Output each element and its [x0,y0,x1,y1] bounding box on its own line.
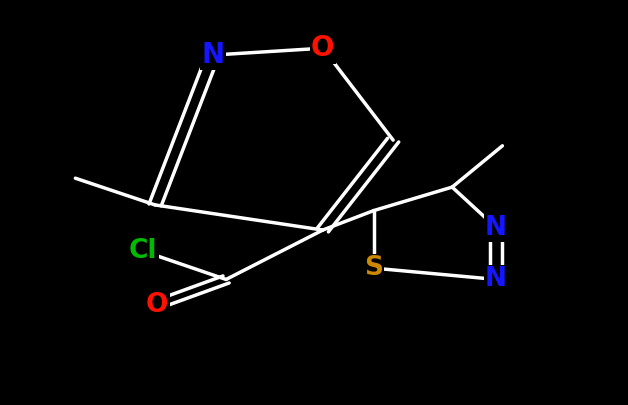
Text: N: N [202,41,224,69]
Text: O: O [146,292,168,318]
Text: N: N [485,266,507,292]
Text: S: S [364,255,383,281]
Text: Cl: Cl [129,238,158,264]
Text: O: O [311,34,335,62]
Text: N: N [485,215,507,241]
